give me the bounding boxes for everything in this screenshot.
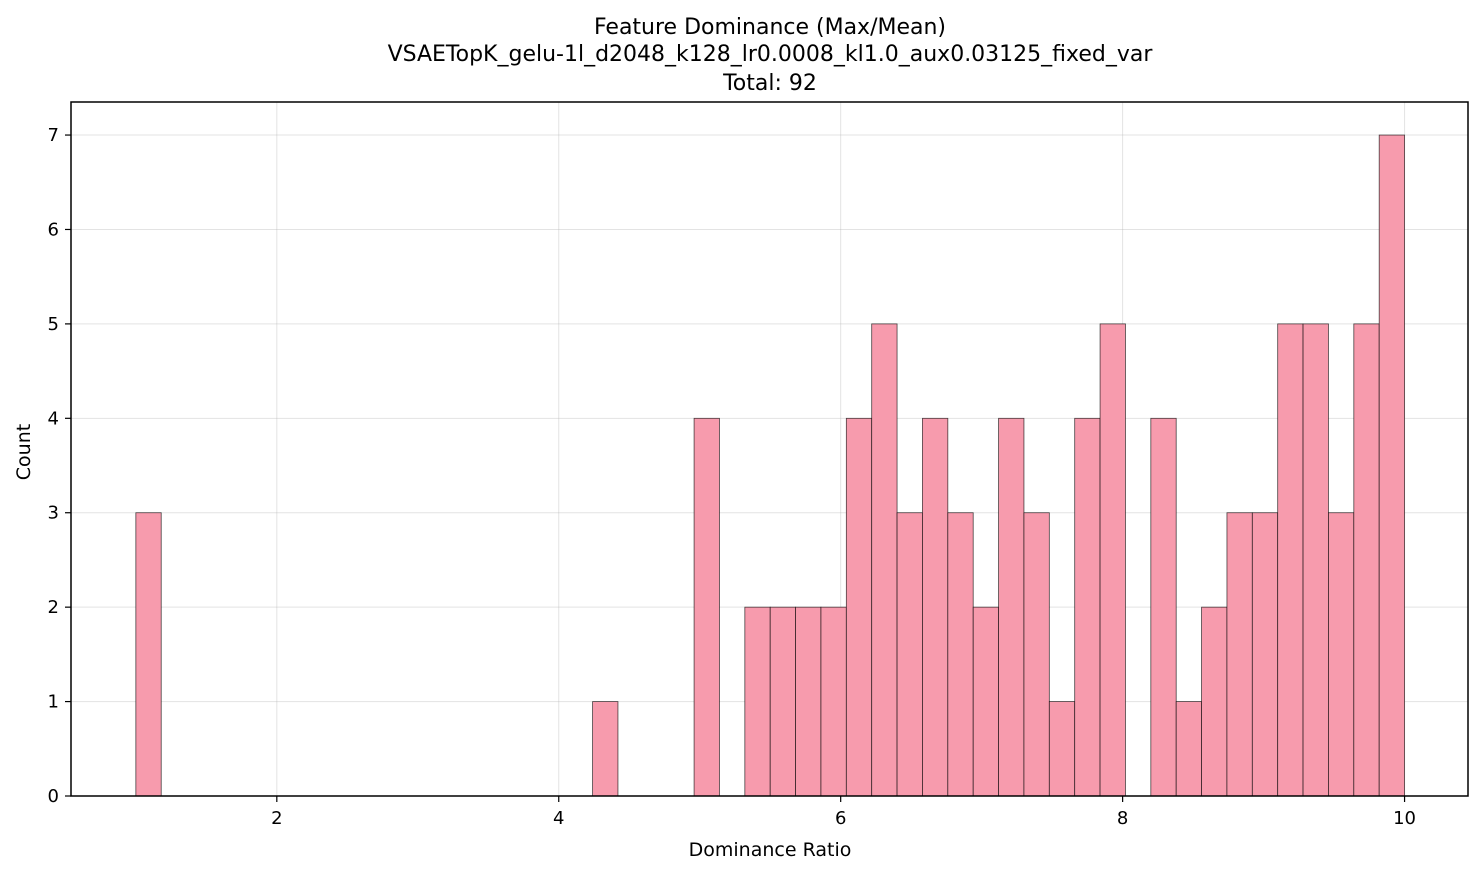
histogram-bar: [1099, 323, 1126, 797]
histogram-bar: [1074, 417, 1101, 797]
y-tick-label: 6: [48, 219, 59, 240]
histogram-bar: [1048, 701, 1076, 797]
histogram-bar: [693, 417, 720, 797]
y-tick-label: 7: [48, 125, 59, 146]
histogram-bar: [135, 512, 162, 797]
histogram-bar: [1023, 512, 1050, 797]
chart-title: Feature Dominance (Max/Mean) VSAETopK_ge…: [388, 15, 1154, 96]
histogram-bar: [1226, 512, 1253, 797]
chart-title-line-1: Feature Dominance (Max/Mean): [594, 15, 946, 40]
histogram-bar: [1150, 417, 1177, 797]
y-tick-label: 0: [48, 786, 59, 807]
histogram-bar: [1302, 323, 1329, 797]
histogram-bar: [1175, 701, 1202, 797]
histogram-bar: [1328, 512, 1355, 797]
histogram-bar: [795, 606, 822, 797]
y-tick-label: 1: [48, 692, 59, 713]
y-axis-ticks: 0 1 2 3 4 5 6 7: [48, 125, 71, 807]
x-tick-label: 10: [1393, 808, 1416, 829]
histogram-bar: [947, 512, 974, 797]
histogram-bar: [972, 606, 999, 797]
x-axis-ticks: 2 4 6 8 10: [271, 796, 1416, 829]
x-tick-label: 6: [835, 808, 846, 829]
histogram-bar: [871, 323, 898, 797]
y-tick-label: 3: [48, 503, 59, 524]
histogram-bar: [1251, 512, 1279, 797]
histogram-bar: [998, 417, 1025, 797]
x-tick-label: 4: [553, 808, 564, 829]
histogram-bar: [744, 606, 771, 797]
histogram-bar: [820, 606, 847, 797]
chart-title-line-3: Total: 92: [722, 71, 817, 96]
plot-frame: [70, 101, 1469, 797]
histogram-bar: [1353, 323, 1380, 797]
chart-title-line-2: VSAETopK_gelu-1l_d2048_k128_lr0.0008_kl1…: [388, 42, 1154, 67]
histogram-bar: [922, 417, 949, 797]
histogram-bar: [592, 701, 619, 797]
x-axis-label: Dominance Ratio: [689, 839, 852, 861]
y-axis-label: Count: [13, 424, 35, 480]
histogram-bar: [1277, 323, 1304, 797]
histogram-bar: [896, 512, 923, 797]
x-tick-label: 2: [271, 808, 282, 829]
y-tick-label: 2: [48, 597, 59, 618]
histogram-bar: [845, 417, 873, 797]
y-tick-label: 4: [48, 408, 59, 429]
y-tick-label: 5: [48, 314, 59, 335]
histogram-bar: [1201, 606, 1228, 797]
bars: [135, 134, 1405, 797]
x-tick-label: 8: [1117, 808, 1128, 829]
histogram-bar: [1378, 134, 1405, 797]
histogram-bar: [769, 606, 796, 797]
